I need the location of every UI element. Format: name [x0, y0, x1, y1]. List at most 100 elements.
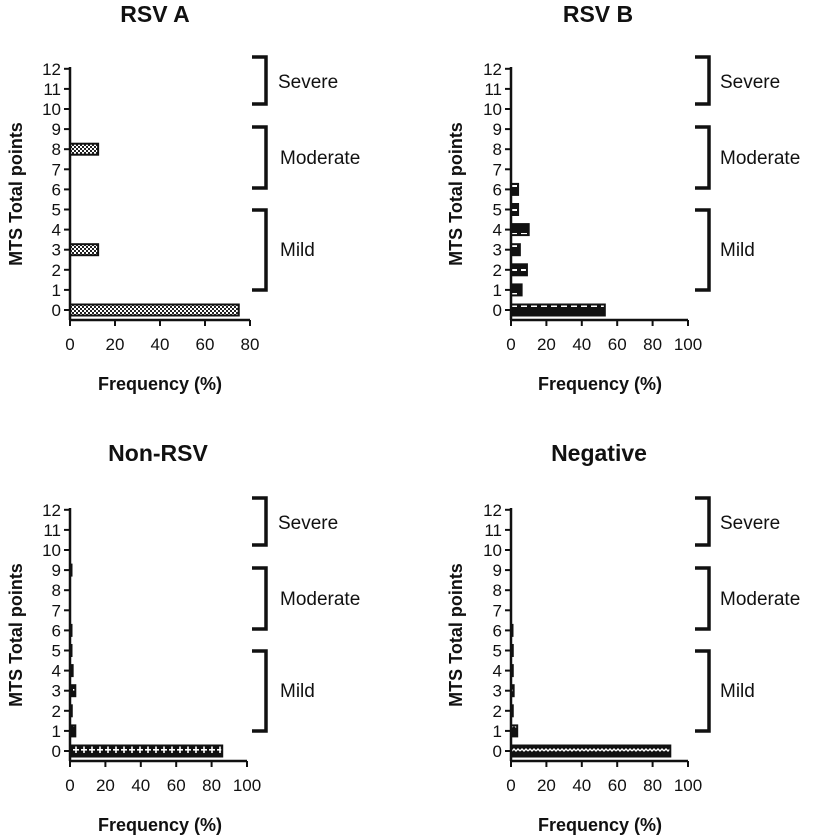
band-label-moderate: Moderate: [280, 148, 360, 169]
x-ticks-group: 0 20 40 60 80 100: [506, 320, 702, 354]
y-tick-label: 7: [493, 601, 502, 620]
band-label-severe: Severe: [720, 513, 780, 534]
y-tick-label: 0: [493, 742, 502, 761]
severity-bands: Severe Moderate Mild: [252, 496, 360, 733]
x-tick-label: 20: [96, 776, 115, 795]
y-tick-label: 6: [493, 180, 502, 199]
severity-bands: Severe Moderate Mild: [695, 55, 800, 292]
y-tick-label: 0: [52, 742, 61, 761]
y-tick-label: 3: [493, 241, 502, 260]
y-tick-label: 1: [52, 281, 61, 300]
x-tick-label: 40: [572, 776, 591, 795]
y-tick-label: 5: [52, 642, 61, 661]
bar-mts-2: [510, 263, 528, 277]
y-tick-label: 6: [493, 621, 502, 640]
y-tick-label: 5: [493, 642, 502, 661]
bar-mts-0: [69, 303, 240, 317]
x-tick-label: 100: [674, 776, 702, 795]
band-label-moderate: Moderate: [720, 589, 800, 610]
severity-bands: Severe Moderate Mild: [252, 55, 360, 292]
y-tick-label: 12: [483, 60, 502, 79]
y-tick-label: 10: [42, 541, 61, 560]
chart-title: RSV A: [120, 1, 189, 27]
chart-title: Non-RSV: [108, 440, 208, 466]
band-label-severe: Severe: [720, 72, 780, 93]
bracket-mild: [252, 649, 268, 733]
bracket-moderate: [252, 125, 268, 190]
y-tick-label: 1: [493, 281, 502, 300]
y-tick-label: 9: [493, 120, 502, 139]
y-tick-label: 5: [52, 201, 61, 220]
x-tick-label: 80: [202, 776, 221, 795]
y-tick-label: 12: [42, 501, 61, 520]
bar-mts-4: [510, 223, 530, 237]
y-tick-label: 7: [52, 160, 61, 179]
y-tick-label: 8: [52, 140, 61, 159]
bracket-mild: [695, 649, 711, 733]
y-tick-label: 4: [52, 221, 61, 240]
bracket-moderate: [695, 125, 711, 190]
y-tick-label: 8: [493, 581, 502, 600]
bracket-moderate: [695, 566, 711, 631]
x-tick-label: 20: [537, 335, 556, 354]
x-tick-label: 40: [151, 335, 170, 354]
y-tick-label: 12: [483, 501, 502, 520]
x-ticks-group: 0 20 40 60 80 100: [506, 761, 702, 795]
x-tick-label: 20: [106, 335, 125, 354]
y-tick-label: 9: [52, 120, 61, 139]
x-tick-label: 0: [506, 335, 515, 354]
bracket-severe: [695, 55, 711, 106]
y-tick-label: 4: [493, 662, 502, 681]
x-tick-label: 0: [65, 335, 74, 354]
band-label-mild: Mild: [720, 681, 755, 702]
x-tick-label: 60: [608, 335, 627, 354]
y-axis-label: MTS Total points: [446, 122, 466, 266]
bar-mts-0: [510, 303, 606, 317]
bar-mts-1: [510, 283, 523, 297]
y-tick-label: 7: [493, 160, 502, 179]
y-tick-label: 10: [483, 100, 502, 119]
x-tick-label: 100: [233, 776, 261, 795]
y-tick-label: 11: [43, 521, 61, 540]
x-tick-label: 0: [65, 776, 74, 795]
x-tick-label: 60: [196, 335, 215, 354]
y-tick-label: 2: [493, 261, 502, 280]
bars-group: [510, 182, 606, 317]
bracket-severe: [252, 496, 268, 547]
x-ticks-group: 0 20 40 60 80 100: [65, 761, 261, 795]
bar-mts-3: [69, 243, 100, 257]
y-tick-label: 0: [493, 301, 502, 320]
x-tick-label: 60: [608, 776, 627, 795]
band-label-severe: Severe: [278, 72, 338, 93]
x-axis-label: Frequency (%): [98, 815, 222, 835]
band-label-mild: Mild: [280, 681, 315, 702]
y-tick-label: 11: [484, 80, 502, 99]
y-tick-label: 1: [493, 722, 502, 741]
y-tick-label: 3: [493, 682, 502, 701]
y-tick-label: 9: [52, 561, 61, 580]
x-tick-label: 20: [537, 776, 556, 795]
y-axis-label: MTS Total points: [6, 563, 26, 707]
bracket-mild: [252, 208, 268, 292]
x-tick-label: 80: [241, 335, 260, 354]
y-tick-label: 1: [52, 722, 61, 741]
y-tick-label: 4: [52, 662, 61, 681]
y-tick-label: 2: [493, 702, 502, 721]
y-tick-label: 12: [42, 60, 61, 79]
band-label-severe: Severe: [278, 513, 338, 534]
band-label-mild: Mild: [280, 240, 315, 261]
y-tick-label: 2: [52, 261, 61, 280]
x-tick-label: 60: [167, 776, 186, 795]
x-axis-label: Frequency (%): [538, 815, 662, 835]
y-tick-label: 10: [483, 541, 502, 560]
band-label-moderate: Moderate: [280, 589, 360, 610]
y-tick-label: 4: [493, 221, 502, 240]
y-tick-label: 3: [52, 682, 61, 701]
